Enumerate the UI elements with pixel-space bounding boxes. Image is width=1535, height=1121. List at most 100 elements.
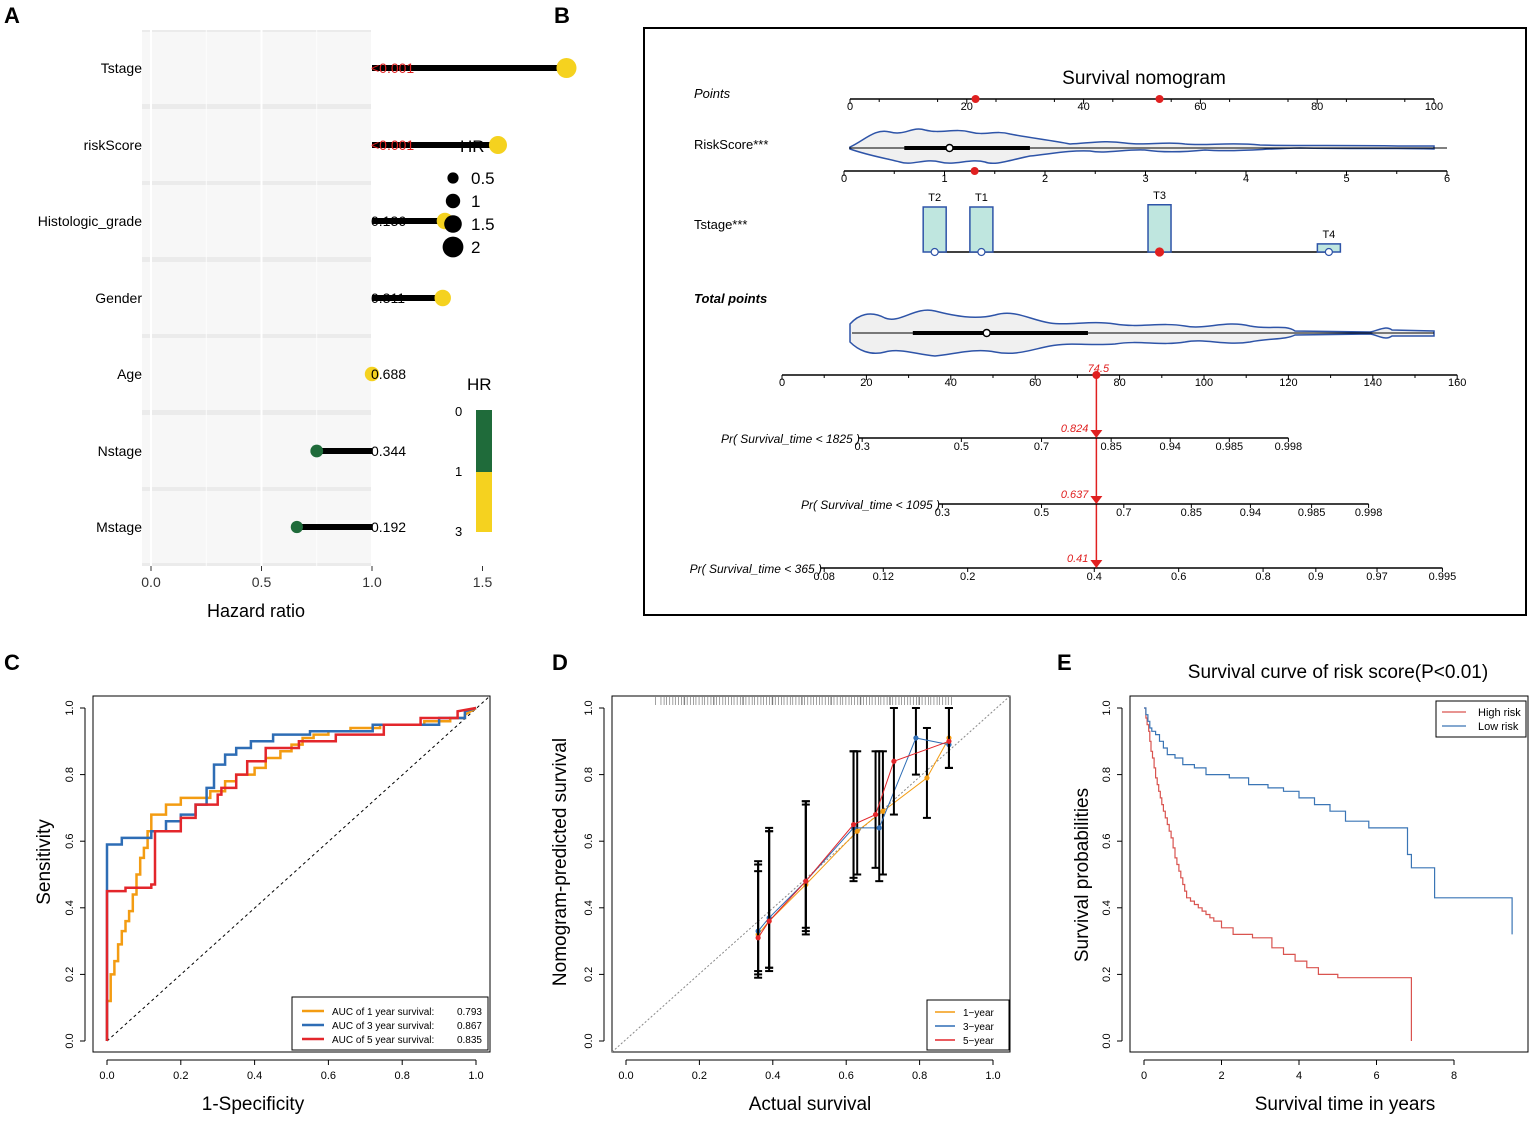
probability-axis-label: Pr( Survival_time < 1095 ): [801, 498, 940, 512]
forest-lollipop-chart: Tstage <0.001 riskScore <0.001 Histologic_gr…: [38, 30, 577, 621]
total-points-tick-label: 0: [779, 377, 785, 389]
x-tick-label: 0.2: [692, 1070, 707, 1082]
x-tick-label: 4: [1296, 1070, 1302, 1082]
y-tick-label: 0.2: [583, 967, 595, 982]
calibration-point: [872, 811, 879, 818]
row-band: [142, 262, 371, 334]
roc-chart: 1-Specificity Sensitivity 0.0 0.2 0.4 0.6 0.…: [34, 695, 491, 1115]
points-tick-label: 80: [1311, 101, 1323, 113]
y-tick-label: 0.6: [1101, 834, 1113, 849]
calibration-point: [891, 758, 897, 764]
forest-row-riskscore: riskScore <0.001: [84, 135, 507, 155]
probability-tick-label: 0.94: [1240, 507, 1261, 519]
km-chart: Survival curve of risk score(P<0.01) Sur…: [1072, 662, 1529, 1115]
y-tick-label: 0.2: [64, 967, 76, 982]
roc-legend-auc: 0.793: [457, 1007, 482, 1018]
riskscore-tick-label: 6: [1444, 173, 1450, 185]
panel-label-c: C: [4, 650, 20, 675]
probability-tick-label: 0.08: [813, 571, 834, 583]
riskscore-tick-label: 4: [1243, 173, 1249, 185]
tstage-point: [930, 247, 939, 257]
forest-row-gender: Gender 0.311: [95, 289, 451, 307]
y-tick-label: 0.4: [583, 900, 595, 915]
calibration-legend-label: 5−year: [963, 1036, 995, 1047]
prediction-arrow: [1090, 430, 1103, 438]
diagonal-reference: [106, 695, 491, 1042]
x-tick-label: 0.8: [395, 1070, 410, 1082]
probability-tick-label: 0.998: [1275, 441, 1303, 453]
total-points-value: 74.5: [1088, 363, 1110, 375]
plot-frame: [611, 695, 1011, 1053]
points-marker: [971, 95, 980, 103]
roc-legend-label: AUC of 3 year survival:: [332, 1021, 434, 1032]
x-tick-label: 1.5: [473, 574, 493, 590]
color-legend-label: 1: [455, 464, 462, 479]
size-legend-dot: [447, 172, 459, 184]
km-legend-box: [1435, 700, 1527, 738]
size-legend-label: 1: [471, 192, 480, 211]
y-tick-label: 0.4: [1101, 900, 1113, 915]
p-value: 0.136: [371, 213, 406, 229]
calibration-chart: Actual survival Nomogram-predicted survi…: [550, 695, 1011, 1115]
ideal-line: [611, 695, 1011, 1053]
y-tick-label: 0.6: [64, 834, 76, 849]
roc-legend-auc: 0.867: [457, 1021, 482, 1032]
riskscore-violin: [849, 128, 1435, 165]
calibration-point: [803, 878, 809, 884]
color-legend-green: [476, 410, 492, 472]
panel-label-e: E: [1057, 650, 1072, 675]
x-tick-label: 0.6: [321, 1070, 336, 1082]
total-points-tick-label: 160: [1448, 377, 1466, 389]
size-legend-dot: [444, 215, 462, 233]
probability-tick-label: 0.985: [1216, 441, 1244, 453]
points-tick-label: 60: [1194, 101, 1206, 113]
total-points-tick-label: 100: [1195, 377, 1213, 389]
row-band: [142, 109, 371, 181]
x-tick-label: 0.4: [247, 1070, 262, 1082]
probability-tick-label: 0.8: [1255, 571, 1270, 583]
y-tick-label: 1.0: [1101, 700, 1113, 715]
roc-legend-label: AUC of 5 year survival:: [332, 1035, 434, 1046]
calibration-legend-label: 1−year: [963, 1008, 995, 1019]
panel-label-d: D: [552, 650, 568, 675]
x-tick-label: 1.0: [468, 1070, 483, 1082]
tstage-point: [1324, 247, 1333, 257]
y-tick-label: 0.4: [64, 900, 76, 915]
calibration-point: [850, 821, 857, 828]
points-tick-label: 100: [1425, 101, 1443, 113]
probability-axis-3: Pr( Survival_time < 365 )0.08 0.12 0.2 0.4 0…: [690, 553, 1457, 583]
y-tick-label: 0.8: [64, 767, 76, 782]
total-points-tick-label: 60: [1029, 377, 1041, 389]
probability-tick-label: 0.85: [1181, 507, 1202, 519]
calibration-point: [755, 935, 761, 941]
x-tick-label: 0.4: [765, 1070, 780, 1082]
probability-tick-label: 0.6: [1171, 571, 1186, 583]
riskscore-median: [945, 143, 954, 153]
riskscore-tick-label: 3: [1142, 173, 1148, 185]
tstage-bar: [922, 206, 947, 253]
color-legend-title: HR: [467, 375, 492, 394]
y-tick-label: 0.0: [64, 1033, 76, 1048]
hr-point: [364, 366, 380, 382]
y-tick-label: 1.0: [64, 700, 76, 715]
km-curve-low-risk: [1144, 707, 1513, 935]
prediction-value: 0.824: [1061, 423, 1089, 435]
forest-row-nstage: Nstage 0.344: [98, 443, 407, 459]
tstage-bar: [969, 206, 994, 253]
x-tick-label: 2: [1218, 1070, 1224, 1082]
color-legend-label: 3: [455, 524, 462, 539]
plot-frame: [92, 695, 491, 1053]
probability-axis-label: Pr( Survival_time < 365 ): [690, 562, 822, 576]
nomogram-frame: [643, 27, 1527, 616]
hr-point: [310, 444, 324, 458]
nomogram-title: Survival nomogram: [1062, 68, 1226, 89]
points-tick-label: 40: [1077, 101, 1089, 113]
riskscore-tick-label: 0: [841, 173, 847, 185]
row-label: Mstage: [96, 519, 142, 535]
probability-tick-label: 0.2: [960, 571, 975, 583]
tstage-label: T2: [928, 192, 941, 204]
probability-tick-label: 0.85: [1100, 441, 1121, 453]
roc-legend-label: AUC of 1 year survival:: [332, 1007, 434, 1018]
y-tick-label: 0.8: [583, 767, 595, 782]
